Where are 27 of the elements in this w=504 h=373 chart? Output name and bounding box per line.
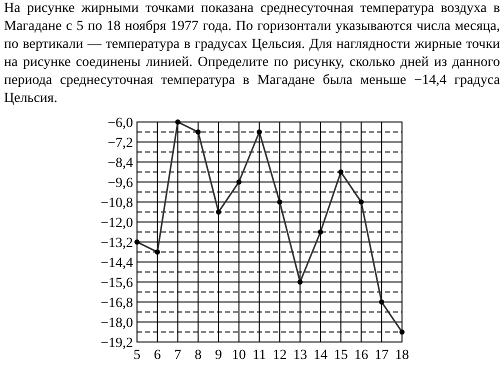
x-tick-label: 11 <box>252 348 266 363</box>
x-tick-label: 14 <box>313 348 328 363</box>
x-tick-label: 8 <box>194 348 202 363</box>
chart-title: На рисунке жирными точками показана среднесуточная температура воздуха в Магадане с 5 по 18 ноября 1977 года. По горизонтали указываются числа месяца, по вертикали — температура в градусах Цельсия. Для наглядности жирные точки на рисунке соединены линией. Определите по рисунку, сколько дней из данного периода среднесуточная температура в Магадане была меньше −14,4 градуса Цельсия. <box>4 0 500 108</box>
y-tick-label: −16,8 <box>100 296 133 311</box>
y-tick-label: −13,2 <box>100 236 133 251</box>
y-tick-label: −6,0 <box>108 116 133 131</box>
x-tick-label: 13 <box>293 348 308 363</box>
y-tick-label: −14,4 <box>100 256 133 271</box>
x-tick-label: 17 <box>374 348 389 363</box>
y-tick-label: −10,8 <box>100 196 133 211</box>
x-tick-label: 16 <box>354 348 368 363</box>
x-tick-label: 10 <box>232 348 246 363</box>
y-tick-label: −18,0 <box>100 316 133 331</box>
x-tick-label: 6 <box>154 348 161 363</box>
y-tick-label: −19,2 <box>100 336 133 351</box>
y-tick-label: −12,0 <box>100 216 133 231</box>
x-tick-label: 15 <box>334 348 348 363</box>
x-tick-label: 7 <box>174 348 182 363</box>
y-tick-label: −9,6 <box>108 176 133 191</box>
y-tick-label: −7,2 <box>108 136 133 151</box>
x-tick-label: 12 <box>272 348 287 363</box>
x-tick-label: 18 <box>395 348 409 363</box>
x-tick-label: 9 <box>215 348 222 363</box>
x-tick-label: 5 <box>134 348 140 363</box>
y-tick-label: −15,6 <box>100 276 133 291</box>
y-tick-label: −8,4 <box>108 156 133 171</box>
